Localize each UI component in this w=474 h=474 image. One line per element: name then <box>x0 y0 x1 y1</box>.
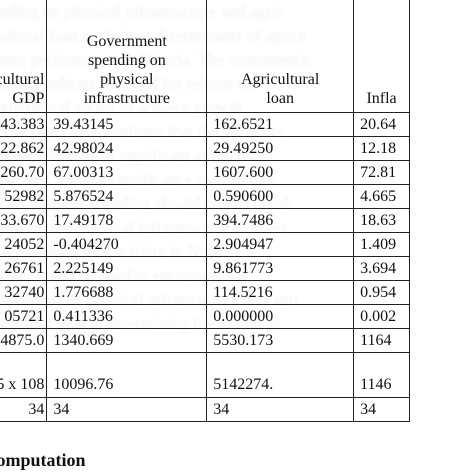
table-cell: 1.409 <box>353 232 410 257</box>
header-line: physical <box>100 71 154 88</box>
table-cell: 2.904947 <box>206 232 355 257</box>
table-cell: 32740 <box>0 280 48 305</box>
table-row: 43.383 39.43145 162.6521 20.64 <box>0 112 410 137</box>
table-row: 4875.0 1340.669 5530.173 1164 <box>0 328 410 353</box>
table-row: 260.70 67.00313 1607.600 72.81 <box>0 160 410 185</box>
table-row-observations: 34 34 34 34 <box>0 397 410 422</box>
table-cell: 5.876524 <box>46 184 208 209</box>
table-cell: 20.64 <box>353 112 410 137</box>
table-cell: 43.383 <box>0 112 48 137</box>
table-cell: 18.63 <box>353 208 410 233</box>
table-row: 52982 5.876524 0.590600 4.665 <box>0 184 410 209</box>
table-row: 22.862 42.98024 29.49250 12.18 <box>0 136 410 161</box>
header-line: spending on <box>87 52 166 69</box>
table-cell: 12.18 <box>353 136 410 161</box>
table-cell: 39.43145 <box>46 112 208 137</box>
table-cell: 22.862 <box>0 136 48 161</box>
table-cell: 5142274. <box>206 352 355 398</box>
header-line: Infla <box>366 90 397 107</box>
header-agricultural-loan: Agricultural loan <box>206 0 355 113</box>
table-cell: 10096.76 <box>46 352 208 398</box>
table-cell: 114.5216 <box>206 280 355 305</box>
table-row: 33.670 17.49178 394.7486 18.63 <box>0 208 410 233</box>
table-cell: 394.7486 <box>206 208 355 233</box>
table-cell: 1607.600 <box>206 160 355 185</box>
table-cell: 4.665 <box>353 184 410 209</box>
table-cell: 162.6521 <box>206 112 355 137</box>
header-line: ricultural <box>0 71 45 88</box>
table-cell: 9.861773 <box>206 256 355 281</box>
table-cell: 67.00313 <box>46 160 208 185</box>
table-cell: 34 <box>46 397 208 422</box>
table-header-row: ricultural GDP Government spending on ph… <box>0 0 410 113</box>
table-row: 32740 1.776688 114.5216 0.954 <box>0 280 410 305</box>
table-cell: 2.225149 <box>46 256 208 281</box>
table-body: 43.383 39.43145 162.6521 20.64 22.862 42.9802… <box>0 112 410 353</box>
table-cell: 0.411336 <box>46 304 208 329</box>
table-cell: 34 <box>0 397 48 422</box>
table-cell: 34 <box>353 397 410 422</box>
table-cell: 33.670 <box>0 208 48 233</box>
header-line: loan <box>266 90 294 107</box>
source-note: r's computation <box>0 450 86 470</box>
table-cell: 26761 <box>0 256 48 281</box>
table-cell: 4875.0 <box>0 328 48 353</box>
table-cell: 52982 <box>0 184 48 209</box>
table-cell: 0.002 <box>353 304 410 329</box>
table-cell: -0.404270 <box>46 232 208 257</box>
table-cell: 5 x 108 <box>0 352 48 398</box>
table-cell: 1164 <box>353 328 410 353</box>
header-line: infrastructure <box>83 90 170 107</box>
header-line: GDP <box>12 90 45 107</box>
table-row: 26761 2.225149 9.861773 3.694 <box>0 256 410 281</box>
table-cell: 0.954 <box>353 280 410 305</box>
descriptive-statistics-table: ricultural GDP Government spending on ph… <box>0 0 410 422</box>
table-cell: 29.49250 <box>206 136 355 161</box>
table-cell: 3.694 <box>353 256 410 281</box>
table-cell: 1340.669 <box>46 328 208 353</box>
header-inflation: Infla <box>353 0 410 113</box>
table-row: 24052 -0.404270 2.904947 1.409 <box>0 232 410 257</box>
table-cell: 24052 <box>0 232 48 257</box>
header-line: Agricultural <box>241 71 320 88</box>
table-cell: 42.98024 <box>46 136 208 161</box>
table-cell: 34 <box>206 397 355 422</box>
table-row: 05721 0.411336 0.000000 0.002 <box>0 304 410 329</box>
table-cell: 05721 <box>0 304 48 329</box>
table-cell: 0.590600 <box>206 184 355 209</box>
table-cell: 72.81 <box>353 160 410 185</box>
header-line: Government <box>86 33 167 50</box>
table-cell: 1.776688 <box>46 280 208 305</box>
table-row-jarque-bera: 5 x 108 10096.76 5142274. 1146 <box>0 352 410 398</box>
table-cell: 17.49178 <box>46 208 208 233</box>
table-cell: 260.70 <box>0 160 48 185</box>
table-cell: 1146 <box>353 352 410 398</box>
header-government-spending: Government spending on physical infrastr… <box>46 0 208 113</box>
table-cell: 5530.173 <box>206 328 355 353</box>
table-cell: 0.000000 <box>206 304 355 329</box>
header-agricultural-gdp: ricultural GDP <box>0 0 48 113</box>
